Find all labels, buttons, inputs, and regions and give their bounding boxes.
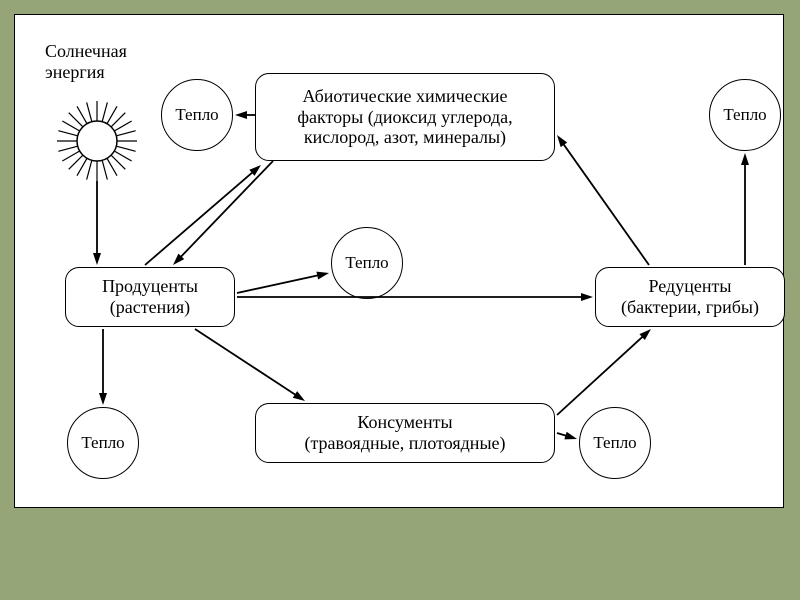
node-reducers: Редуценты (бактерии, грибы) (595, 267, 785, 327)
arrow-consumers-to-reducers (557, 336, 643, 415)
arrow-producers-to-abiotic (145, 172, 253, 265)
arrow-abiotic-to-producers (180, 161, 273, 257)
node-producers-label: Продуценты (растения) (102, 276, 198, 317)
diagram-panel: Солнечная энергия Абиотические химически… (14, 14, 784, 508)
arrow-producers-to-heat-mid (237, 275, 318, 293)
heat-label: Тепло (593, 433, 636, 453)
heat-label: Тепло (175, 105, 218, 125)
node-heat-bottom-right: Тепло (579, 407, 651, 479)
heat-label: Тепло (723, 105, 766, 125)
arrow-consumers-to-heat-br (557, 433, 567, 436)
heat-label: Тепло (345, 253, 388, 273)
node-consumers: Консументы (травоядные, плотоядные) (255, 403, 555, 463)
node-reducers-label: Редуценты (бактерии, грибы) (621, 276, 759, 317)
arrow-producers-to-consumers (195, 329, 296, 395)
sun-energy-label: Солнечная энергия (45, 41, 127, 83)
node-heat-top-left: Тепло (161, 79, 233, 151)
node-heat-bottom-left: Тепло (67, 407, 139, 479)
node-consumers-label: Консументы (травоядные, плотоядные) (304, 412, 505, 453)
node-heat-middle: Тепло (331, 227, 403, 299)
heat-label: Тепло (81, 433, 124, 453)
node-producers: Продуценты (растения) (65, 267, 235, 327)
node-abiotic-label: Абиотические химические факторы (диоксид… (297, 86, 512, 148)
node-abiotic-factors: Абиотические химические факторы (диоксид… (255, 73, 555, 161)
node-heat-top-right: Тепло (709, 79, 781, 151)
page-background: Солнечная энергия Абиотические химически… (0, 0, 800, 600)
arrow-reducers-to-abiotic (563, 144, 649, 265)
